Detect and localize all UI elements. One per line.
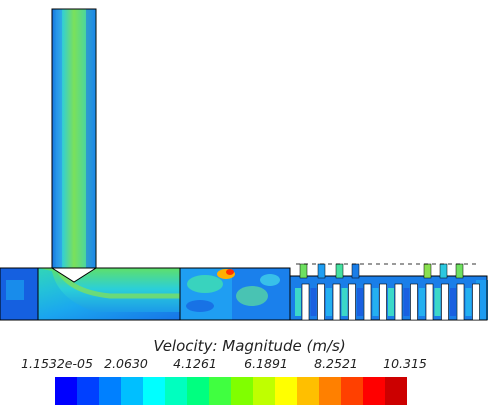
vent bbox=[335, 263, 344, 279]
baffle bbox=[410, 283, 418, 321]
colorbar-band bbox=[165, 377, 188, 405]
colorbar-band bbox=[77, 377, 100, 405]
flow-streak bbox=[357, 288, 363, 316]
colorbar-band bbox=[99, 377, 122, 405]
flow-streak bbox=[388, 288, 394, 316]
flow-streak bbox=[310, 288, 317, 316]
flow-streak bbox=[341, 288, 348, 316]
legend-title: Velocity: Magnitude (m/s) bbox=[153, 337, 346, 355]
colorbar-band bbox=[363, 377, 386, 405]
baffle bbox=[348, 283, 356, 321]
outlet-region bbox=[289, 275, 488, 321]
flow-streak bbox=[326, 288, 332, 316]
colorbar-band bbox=[341, 377, 364, 405]
inlet-pipe bbox=[51, 8, 97, 272]
baffle bbox=[394, 283, 403, 321]
flow-streak bbox=[419, 288, 425, 316]
baffle bbox=[441, 283, 449, 321]
tick-label: 2.0630 bbox=[104, 356, 148, 371]
baffle bbox=[379, 283, 387, 321]
colorbar-band bbox=[55, 377, 78, 405]
colorbar-band bbox=[231, 377, 254, 405]
mixing-chamber bbox=[179, 267, 291, 321]
tick-label: 6.1891 bbox=[244, 356, 288, 371]
vent bbox=[299, 263, 308, 279]
baffle bbox=[332, 283, 341, 321]
flow-streak bbox=[434, 288, 441, 316]
colorbar-band bbox=[121, 377, 144, 405]
colorbar-band bbox=[143, 377, 166, 405]
baffle bbox=[456, 283, 465, 321]
baffle bbox=[472, 283, 480, 321]
left-stub bbox=[0, 267, 39, 321]
vent bbox=[317, 263, 326, 279]
flow-streak bbox=[403, 288, 410, 316]
colorbar-band bbox=[297, 377, 320, 405]
colorbar-band bbox=[253, 377, 276, 405]
colorbar-band bbox=[275, 377, 298, 405]
main-duct bbox=[37, 267, 181, 321]
flow-streak bbox=[295, 288, 301, 316]
colorbar-band bbox=[187, 377, 210, 405]
vent bbox=[455, 263, 464, 279]
colorbar bbox=[55, 377, 407, 405]
flow-streak bbox=[372, 288, 379, 316]
baffle bbox=[425, 283, 434, 321]
baffle bbox=[363, 283, 372, 321]
vent bbox=[351, 263, 360, 279]
cfd-velocity-contour bbox=[0, 8, 488, 321]
vent bbox=[423, 263, 432, 279]
outlet-vents bbox=[296, 263, 476, 279]
flow-streak bbox=[450, 288, 456, 316]
colorbar-band bbox=[209, 377, 232, 405]
colorbar-band bbox=[385, 377, 407, 405]
tick-label: 4.1261 bbox=[173, 356, 217, 371]
tick-label: 10.315 bbox=[383, 356, 427, 371]
vent bbox=[439, 263, 448, 279]
colorbar-band bbox=[319, 377, 342, 405]
tick-label: 8.2521 bbox=[314, 356, 358, 371]
flow-streak bbox=[465, 288, 472, 316]
tick-label: 1.1532e-05 bbox=[21, 356, 93, 371]
baffle bbox=[317, 283, 325, 321]
baffle bbox=[301, 283, 310, 321]
